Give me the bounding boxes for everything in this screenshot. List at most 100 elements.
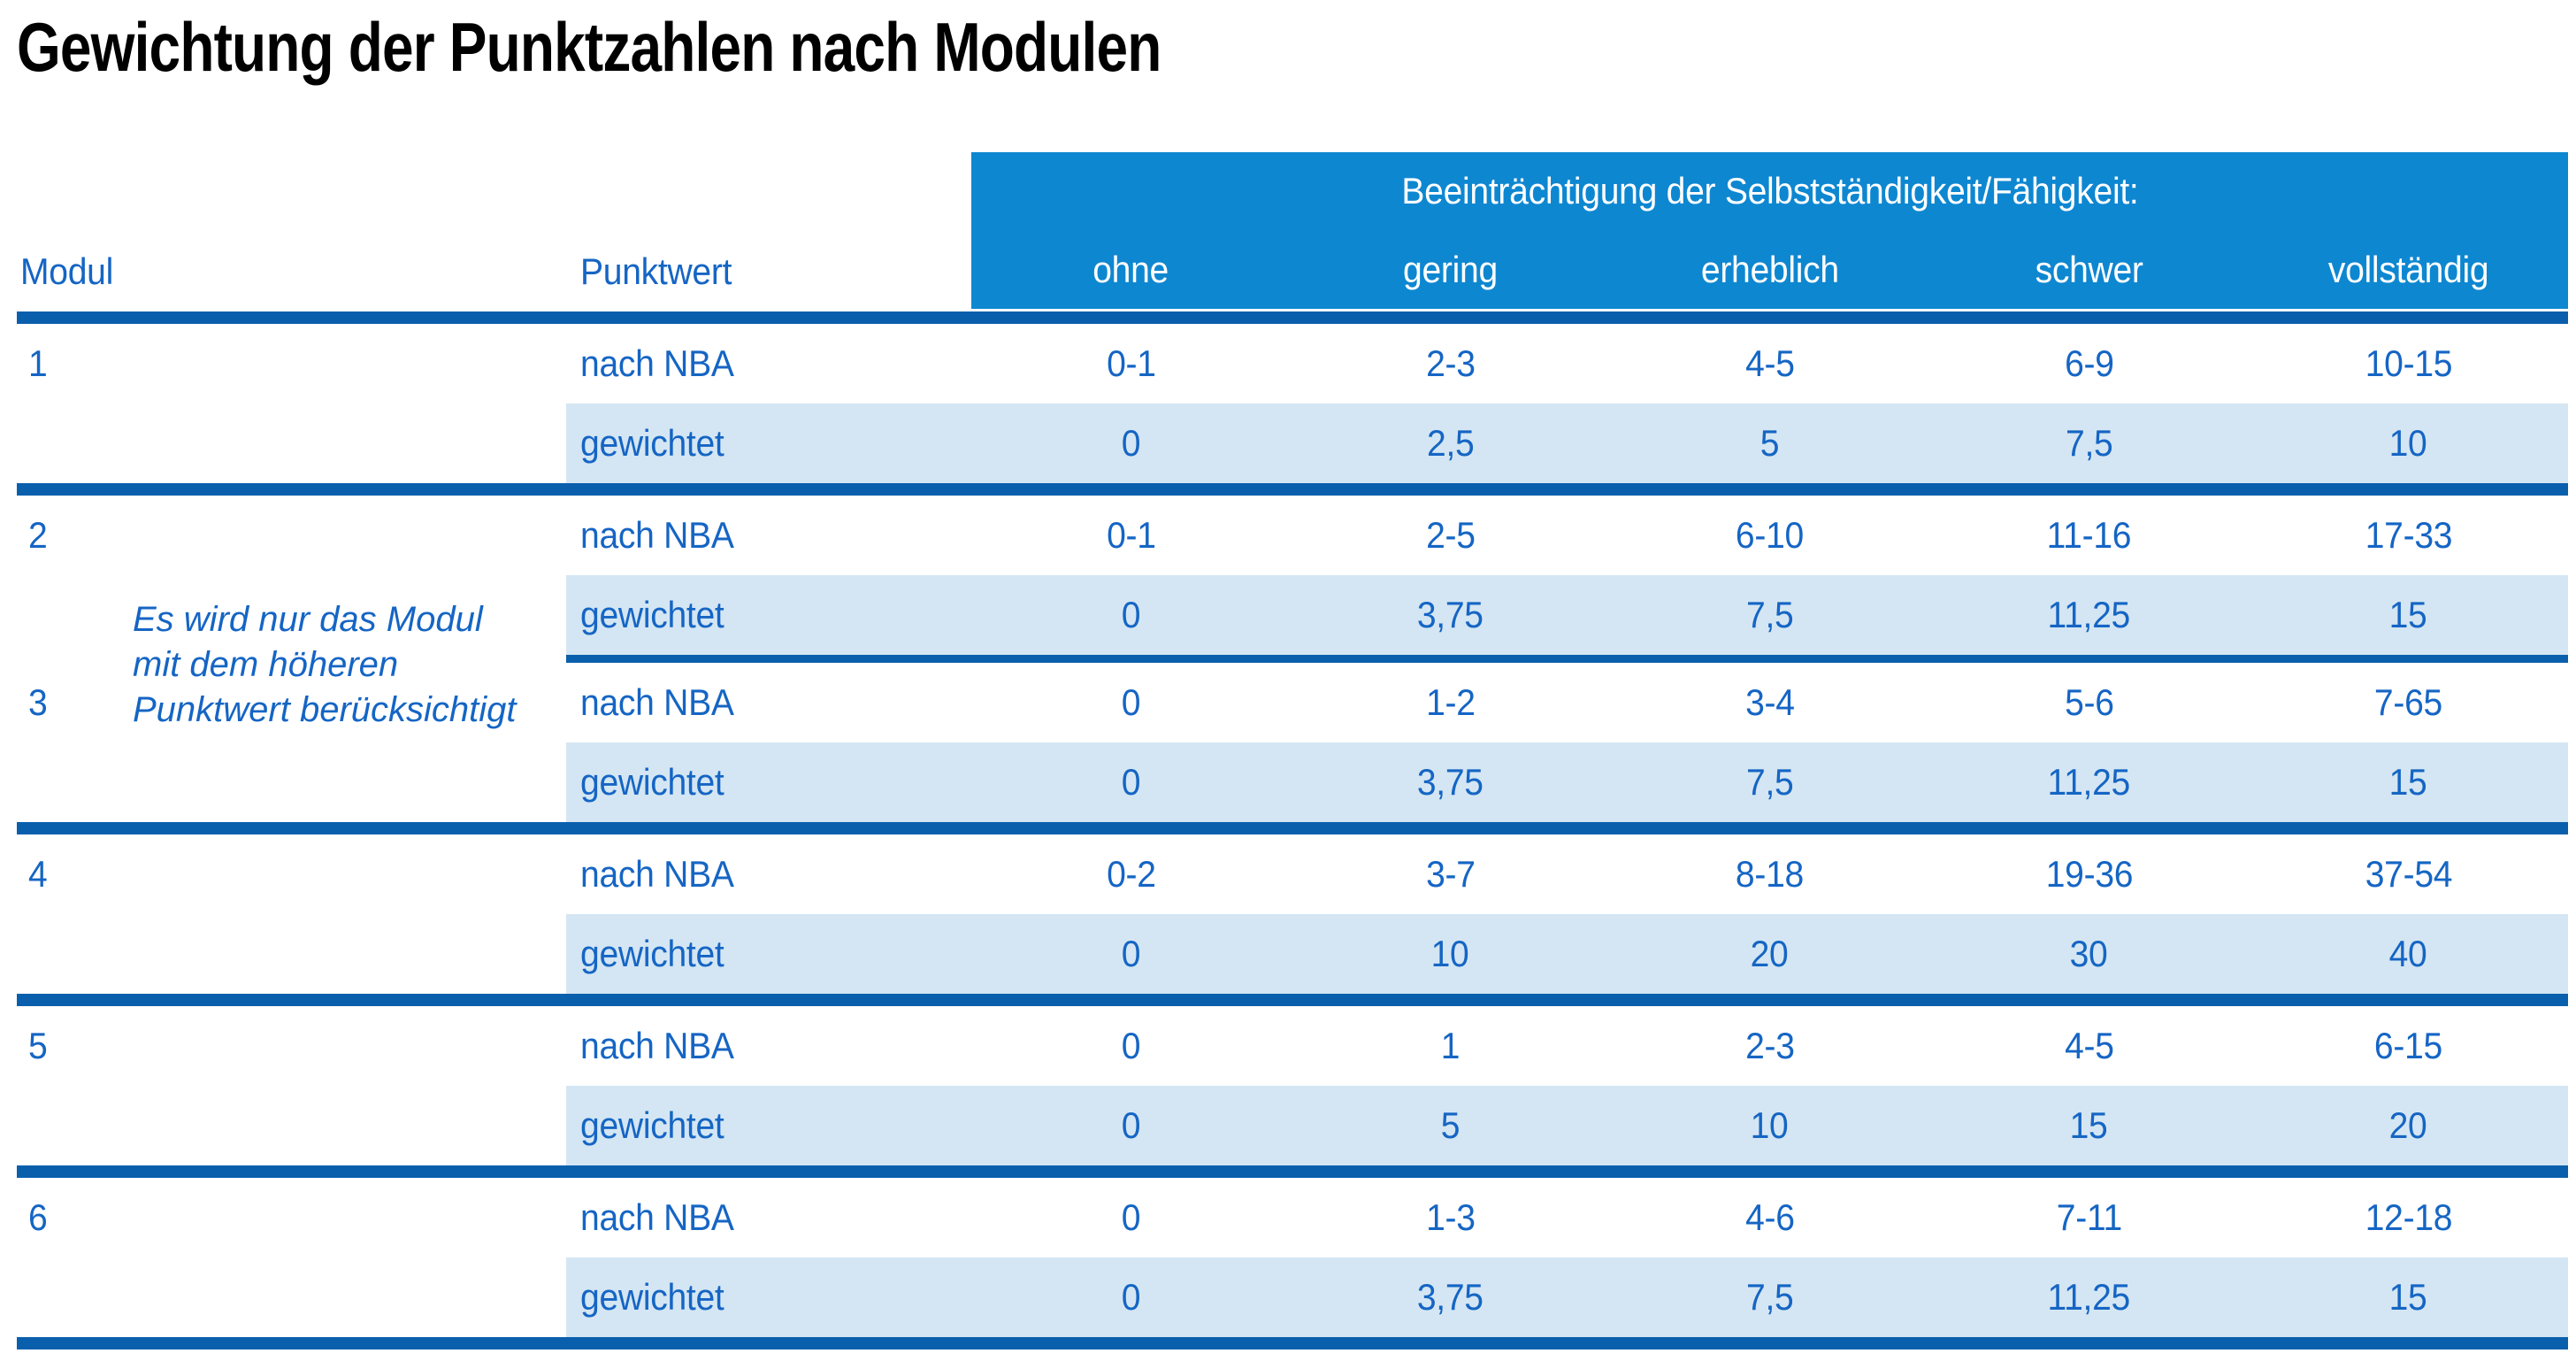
cell-value: 3,75: [1291, 575, 1610, 655]
cell-value: 20: [1610, 914, 1929, 994]
cell-value: 0: [971, 914, 1291, 994]
row-label: nach NBA: [580, 342, 734, 384]
row-label: gewichtet: [566, 914, 971, 994]
cell-value: 0: [971, 1086, 1291, 1165]
cell-value: 1-2: [1425, 681, 1476, 723]
row-label: nach NBA: [580, 514, 734, 556]
divider-m4-m5: [17, 994, 2568, 1006]
cell-value: 8-18: [1735, 853, 1805, 895]
cell-value: 37-54: [2365, 853, 2452, 895]
module-number-spacer: [17, 914, 133, 994]
module-number: 1: [28, 342, 48, 384]
cell-value: 0: [971, 1257, 1291, 1337]
note-spacer: [133, 1257, 566, 1337]
table-grid: Modul Punktwert Beeinträchtigung der Sel…: [17, 152, 2568, 1349]
cell-value: 0: [971, 575, 1291, 655]
weighting-table: Modul Punktwert Beeinträchtigung der Sel…: [17, 152, 2568, 1349]
cell-value: 30: [1929, 914, 2249, 994]
cell-value: 7-11: [2056, 1196, 2122, 1238]
cell-value: 19-36: [2045, 853, 2133, 895]
cell-value: 40: [2249, 914, 2568, 994]
note-spacer: [133, 496, 566, 575]
row-label: gewichtet: [566, 742, 971, 822]
cell-value: 6-10: [1735, 514, 1805, 556]
row-label: nach NBA: [580, 853, 734, 895]
note-spacer: [133, 914, 566, 994]
cell-value: 1: [1440, 1025, 1460, 1066]
cell-value: 7,5: [1929, 404, 2249, 483]
impairment-header-band: Beeinträchtigung der Selbstständigkeit/F…: [971, 152, 2568, 309]
divider-bottom: [17, 1337, 2568, 1349]
note-line: Punktwert berücksichtigt: [133, 690, 517, 729]
cell-value: 6-15: [2373, 1025, 2443, 1066]
cell-value: 1-3: [1425, 1196, 1476, 1238]
cell-value: 15: [1929, 1086, 2249, 1165]
module-number-spacer: [17, 742, 133, 822]
column-header-gering: gering: [1403, 248, 1498, 290]
column-header-erheblich: erheblich: [1700, 248, 1839, 290]
cell-value: 5: [1291, 1086, 1610, 1165]
column-header-punktwert: Punktwert: [580, 250, 732, 292]
column-header-modul: Modul: [20, 250, 114, 292]
cell-value: 10: [2249, 404, 2568, 483]
cell-value: 11,25: [1929, 1257, 2249, 1337]
module-number: 2: [28, 514, 48, 556]
cell-value: 3,75: [1291, 1257, 1610, 1337]
note-spacer: [133, 1006, 566, 1086]
cell-value: 17-33: [2365, 514, 2452, 556]
module-number-spacer: [17, 404, 133, 483]
cell-value: 0: [971, 742, 1291, 822]
column-header-schwer: schwer: [2035, 248, 2143, 290]
row-label: gewichtet: [566, 575, 971, 655]
note-spacer: [133, 324, 566, 404]
row-label: gewichtet: [566, 1257, 971, 1337]
cell-value: 11,25: [1929, 575, 2249, 655]
cell-value: 2-3: [1425, 342, 1476, 384]
row-label: gewichtet: [566, 404, 971, 483]
note-line: Es wird nur das Modul: [133, 600, 483, 639]
note-spacer: [133, 1086, 566, 1165]
cell-value: 10: [1610, 1086, 1929, 1165]
column-header-ohne: ohne: [1092, 248, 1169, 290]
cell-value: 4-5: [2064, 1025, 2114, 1066]
cell-value: 5-6: [2064, 681, 2114, 723]
cell-value: 4-6: [1744, 1196, 1795, 1238]
module-number: 4: [28, 853, 48, 895]
note-spacer: [133, 1178, 566, 1257]
impairment-group-label: Beeinträchtigung der Selbstständigkeit/F…: [1400, 170, 2139, 211]
divider-m2-m3-partial: [566, 655, 2568, 663]
note-modules-2-3: Es wird nur das Modul mit dem höheren Pu…: [133, 597, 593, 733]
cell-value: 6-9: [2064, 342, 2114, 384]
cell-value: 7,5: [1610, 742, 1929, 822]
cell-value: 0: [1121, 1025, 1141, 1066]
divider-m1-m2: [17, 483, 2568, 496]
module-number-spacer: [17, 1086, 133, 1165]
module-number-spacer: [17, 1257, 133, 1337]
cell-value: 4-5: [1744, 342, 1795, 384]
row-label: nach NBA: [580, 1025, 734, 1066]
cell-value: 10: [1291, 914, 1610, 994]
divider-m3-m4: [17, 822, 2568, 834]
cell-value: 2-3: [1744, 1025, 1795, 1066]
severity-level-headers: ohne gering erheblich schwer vollständig: [971, 230, 2568, 309]
cell-value: 10-15: [2365, 342, 2452, 384]
cell-value: 11-16: [2046, 514, 2132, 556]
note-spacer: [133, 834, 566, 914]
cell-value: 3-7: [1425, 853, 1476, 895]
cell-value: 3,75: [1291, 742, 1610, 822]
cell-value: 0: [1121, 681, 1141, 723]
cell-value: 15: [2249, 1257, 2568, 1337]
divider-header: [17, 311, 2568, 324]
note-spacer: [133, 404, 566, 483]
cell-value: 12-18: [2365, 1196, 2452, 1238]
cell-value: 0-1: [1106, 514, 1156, 556]
cell-value: 20: [2249, 1086, 2568, 1165]
cell-value: 2,5: [1291, 404, 1610, 483]
cell-value: 7-65: [2373, 681, 2443, 723]
cell-value: 3-4: [1744, 681, 1795, 723]
module-number-spacer: [17, 575, 133, 655]
divider-m5-m6: [17, 1165, 2568, 1178]
module-number: 5: [28, 1025, 48, 1066]
cell-value: 7,5: [1610, 1257, 1929, 1337]
